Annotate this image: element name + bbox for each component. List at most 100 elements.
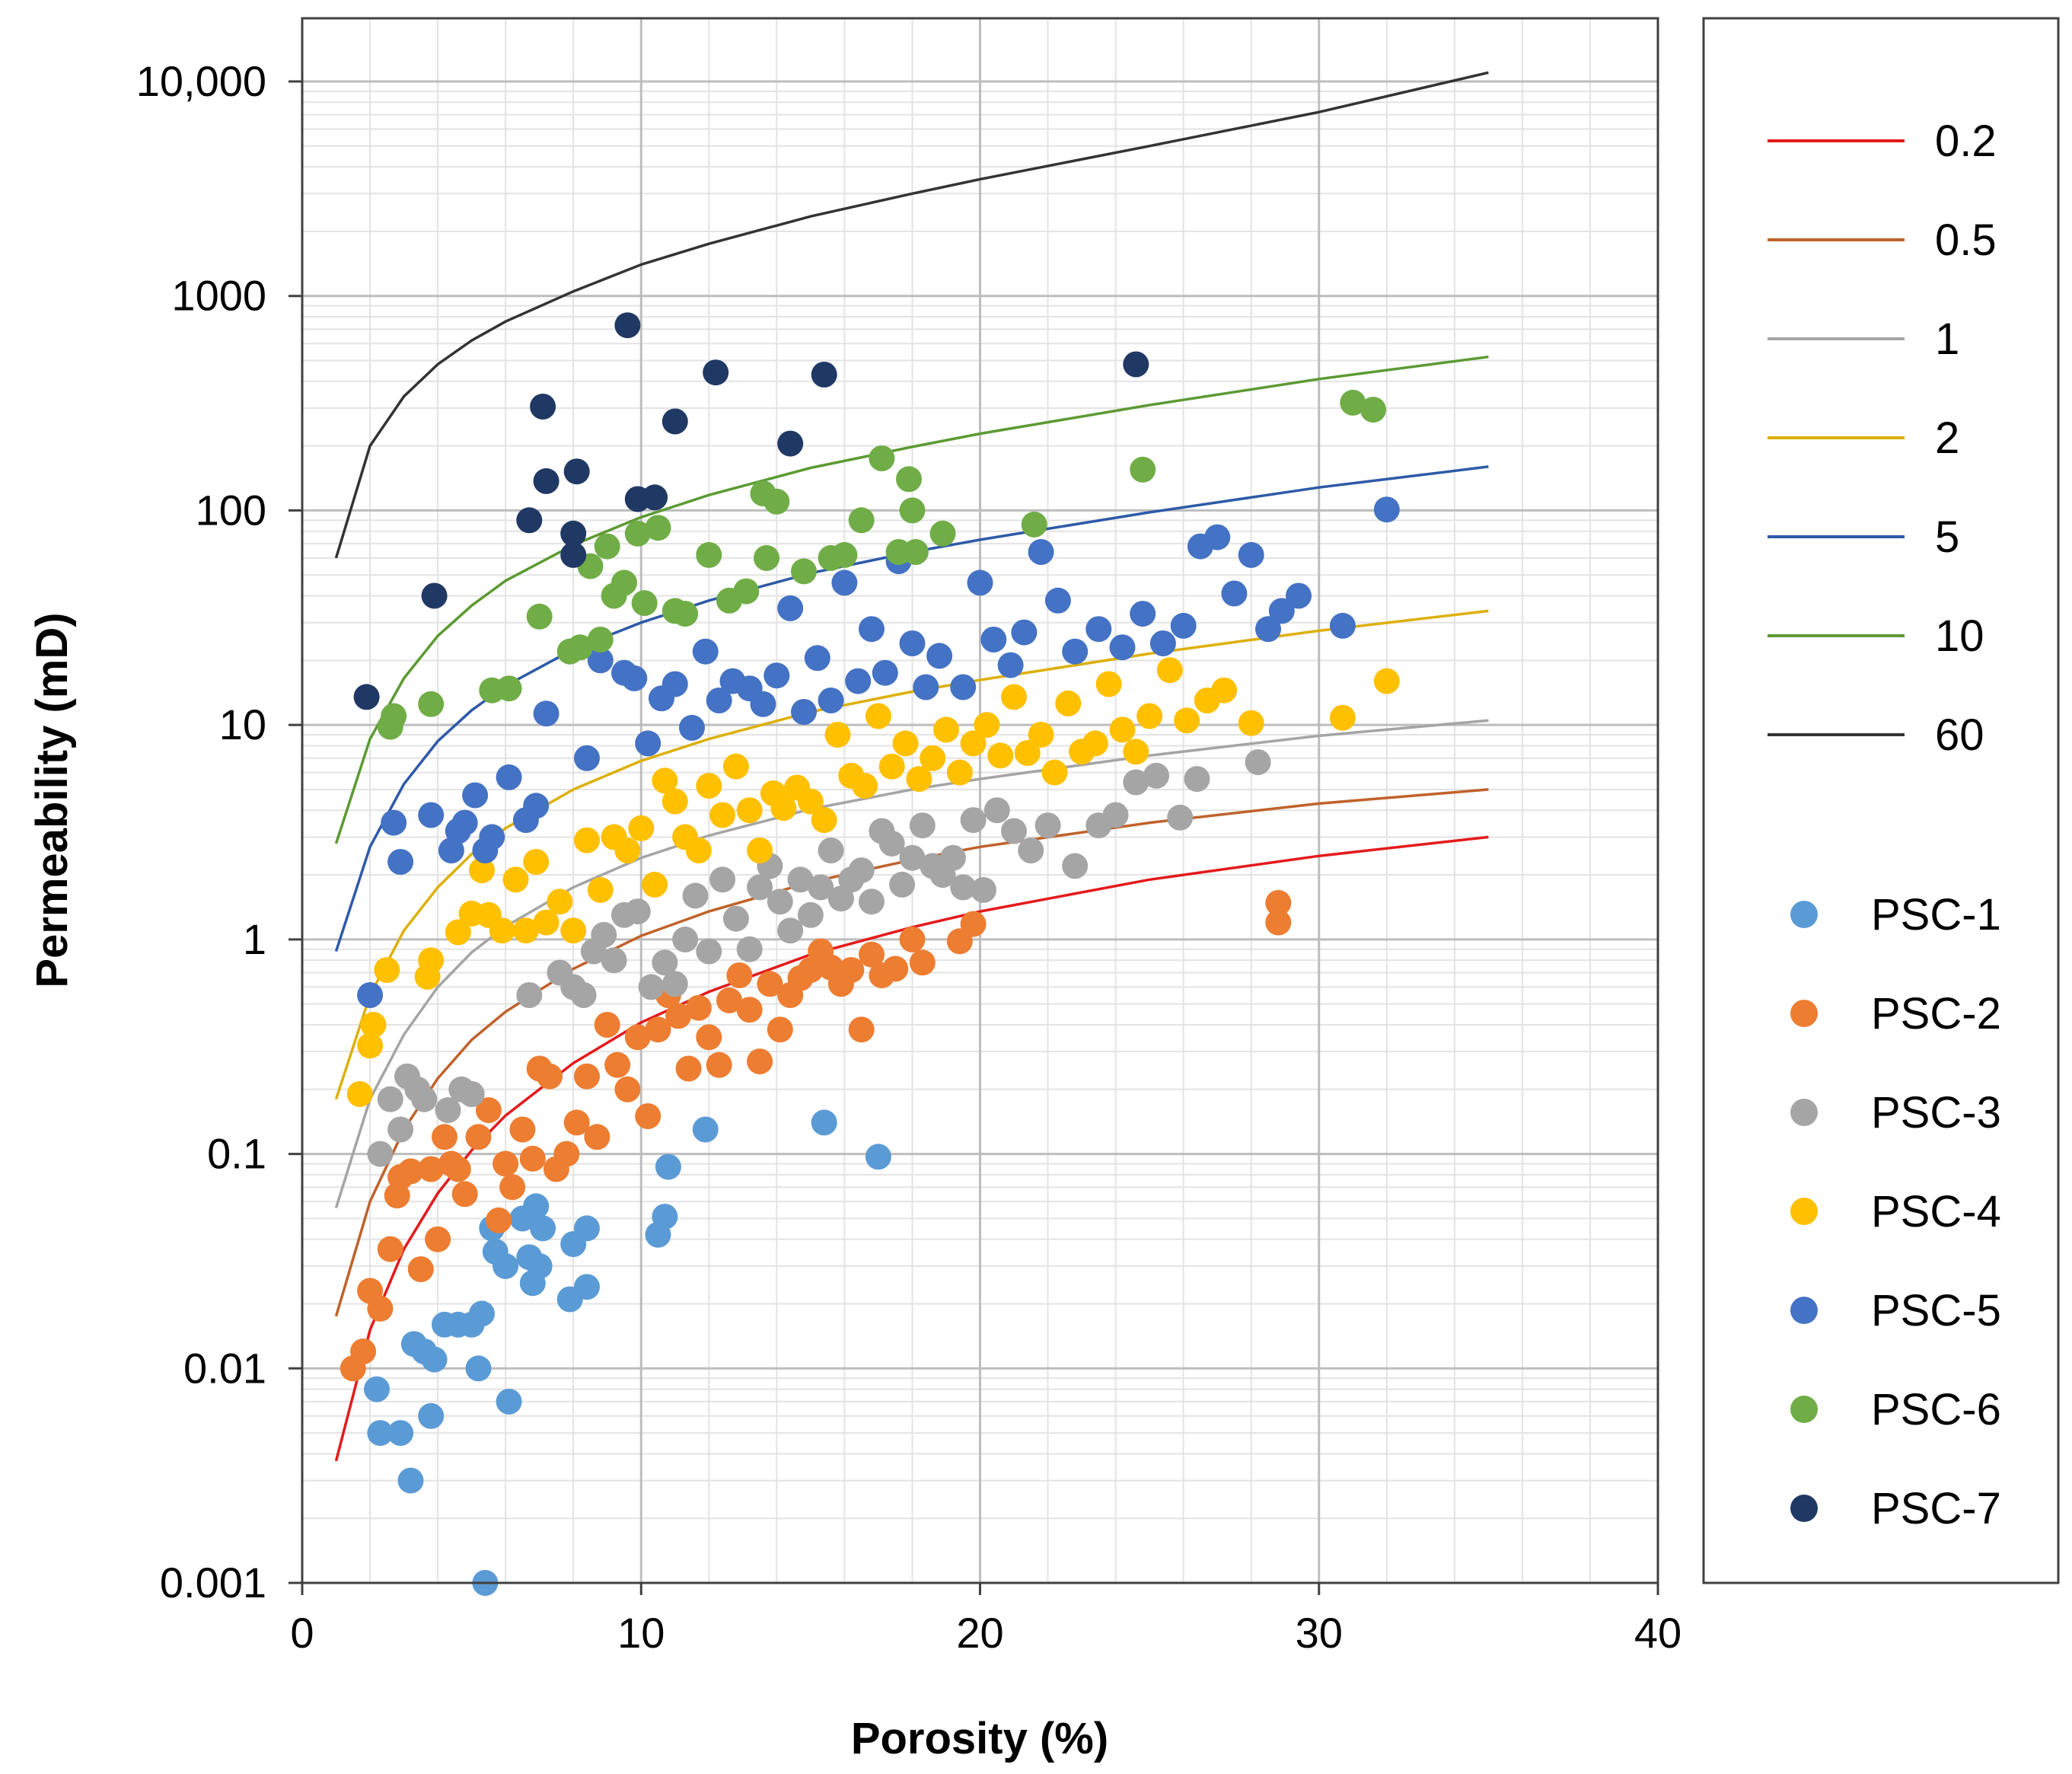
point-psc-3 [767,889,793,915]
point-psc-6 [631,590,658,617]
point-psc-2 [1265,889,1292,916]
legend-label: PSC-2 [1871,989,2001,1039]
point-psc-4 [587,876,614,903]
point-psc-3 [859,889,885,915]
point-psc-7 [353,684,380,710]
point-psc-4 [1109,716,1136,743]
point-psc-4 [1041,759,1068,786]
point-psc-1 [523,1193,550,1220]
legend-marker-psc-3 [1790,1099,1818,1126]
point-psc-2 [407,1256,434,1282]
point-psc-3 [899,844,926,871]
point-psc-1 [397,1467,424,1494]
point-psc-2 [635,1103,661,1129]
point-psc-1 [492,1252,519,1279]
point-psc-4 [374,957,400,983]
curve-60 [334,71,1489,559]
point-psc-2 [645,1016,671,1043]
point-psc-3 [1143,762,1169,789]
x-axis-ticks: 0 10 20 30 40 [290,1583,1682,1657]
point-psc-5 [967,570,993,596]
legend-label: PSC-4 [1871,1187,2001,1236]
point-psc-7 [563,458,590,485]
point-psc-2 [432,1124,457,1150]
point-psc-5 [692,638,719,665]
point-psc-2 [519,1145,546,1172]
point-psc-4 [445,919,471,946]
point-psc-6 [645,515,671,541]
point-psc-4 [709,802,736,828]
point-psc-4 [685,838,712,863]
legend: 0.2 0.5 1 2 5 10 60 PSC-1 PSC-2 PSC-3 PSC-4 PSC-5 PS… [1768,116,2001,1533]
point-psc-4 [722,753,749,780]
point-psc-3 [1123,769,1149,796]
point-psc-4 [946,759,973,786]
point-psc-7 [560,520,587,547]
point-psc-3 [696,938,722,965]
point-psc-6 [896,466,922,493]
point-psc-4 [614,838,641,863]
y-axis-ticks: 0.001 0.01 0.1 1 10 100 1000 10,000 [136,57,302,1606]
point-psc-4 [547,889,573,915]
curve-5 [334,465,1489,952]
point-psc-6 [733,578,760,605]
point-psc-7 [560,541,587,568]
point-psc-4 [770,795,797,822]
point-psc-4 [489,917,515,944]
point-psc-2 [425,1226,451,1252]
point-psc-2 [418,1156,445,1182]
point-psc-6 [899,497,926,524]
point-psc-4 [811,807,837,834]
point-psc-3 [1167,804,1194,831]
point-psc-5 [997,652,1024,678]
point-psc-4 [696,773,722,799]
point-psc-5 [418,802,445,828]
point-psc-4 [933,716,959,743]
point-psc-3 [682,882,709,909]
point-psc-7 [642,484,668,511]
point-psc-5 [1255,616,1281,643]
point-psc-3 [797,901,824,928]
point-psc-4 [736,797,763,824]
point-psc-5 [496,764,522,790]
point-psc-3 [1245,749,1271,776]
legend-label: PSC-7 [1871,1484,2001,1533]
point-psc-4 [987,742,1014,769]
point-psc-3 [1034,812,1061,839]
point-psc-5 [533,700,559,727]
point-psc-4 [1028,722,1054,748]
point-psc-2 [367,1295,394,1322]
point-psc-3 [672,926,699,952]
curve-1 [334,719,1489,1209]
point-psc-3 [960,807,987,834]
point-psc-5 [791,699,817,725]
point-psc-3 [878,830,905,857]
point-psc-4 [906,766,932,793]
point-psc-1 [530,1215,556,1242]
point-psc-1 [692,1116,719,1143]
x-tick-label: 10 [617,1609,665,1657]
point-psc-4 [1055,690,1082,716]
point-psc-3 [818,838,844,863]
point-psc-2 [960,911,987,937]
point-psc-4 [960,730,987,757]
point-psc-4 [469,857,495,884]
point-psc-6 [696,541,722,568]
point-psc-2 [726,962,753,988]
point-psc-3 [367,1141,394,1167]
point-psc-3 [1018,838,1044,863]
point-psc-5 [462,782,489,809]
point-psc-7 [614,312,641,339]
point-psc-6 [587,627,614,652]
point-psc-2 [747,1048,773,1075]
point-psc-1 [496,1388,522,1415]
point-psc-1 [574,1274,600,1300]
point-psc-5 [804,645,830,672]
point-psc-3 [939,844,966,871]
curve-0.2 [334,835,1489,1462]
point-psc-2 [563,1109,590,1136]
point-psc-3 [570,982,597,1008]
point-psc-5 [574,745,600,771]
point-psc-3 [601,947,627,974]
y-axis-title: Permeability (mD) [27,612,77,988]
